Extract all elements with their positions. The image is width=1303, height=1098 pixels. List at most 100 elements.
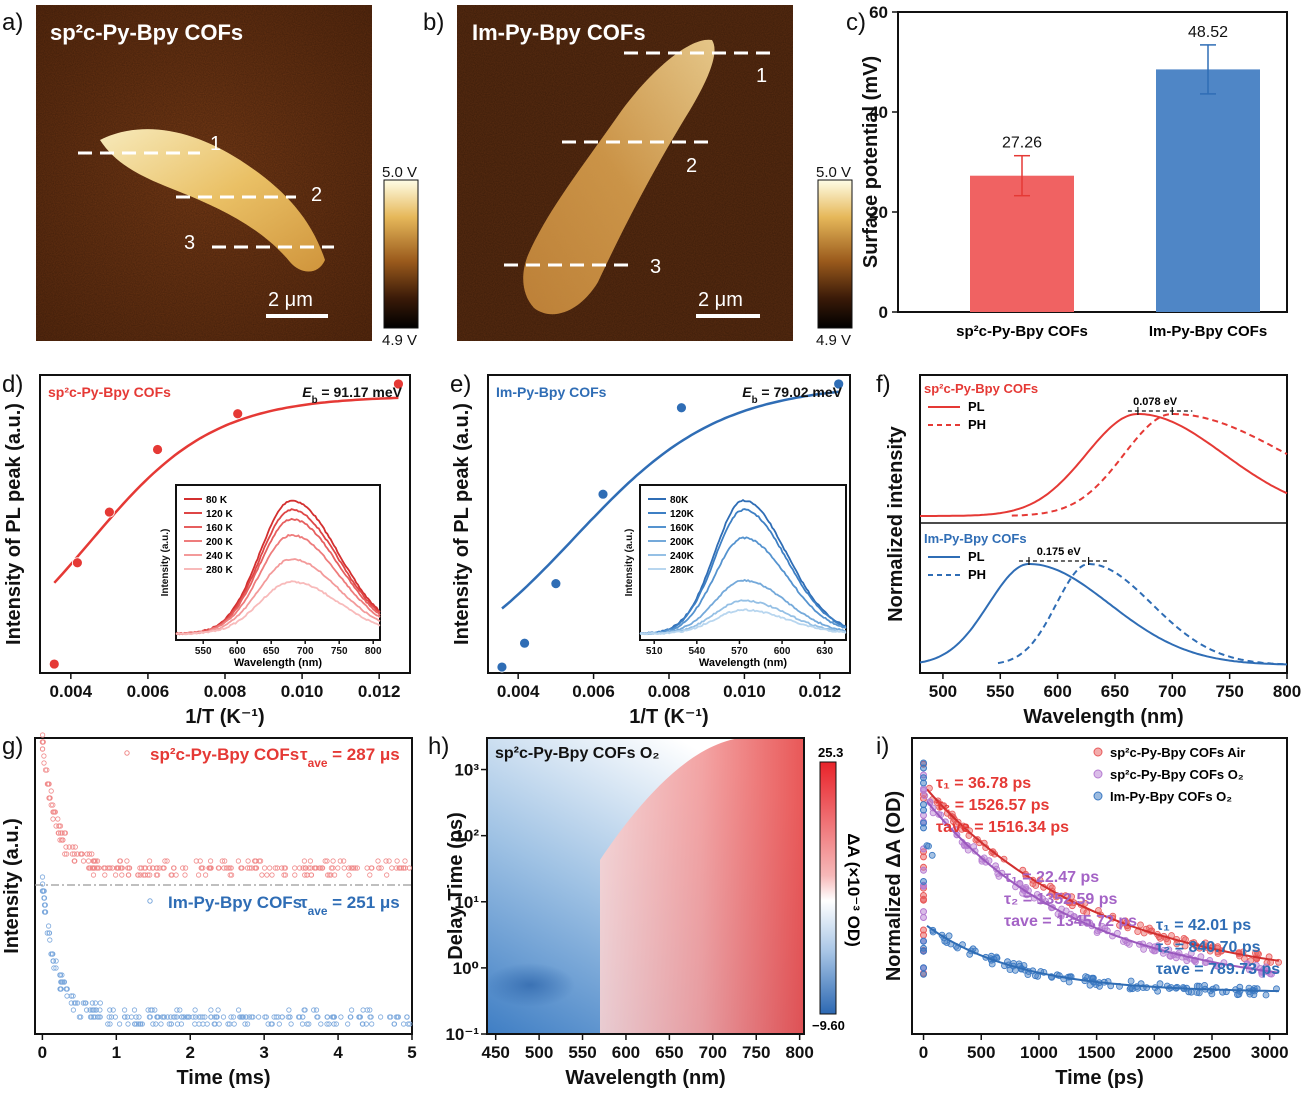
bar-category-1: Im-Py-Bpy COFs [1149, 323, 1267, 340]
g-bottom-series-pt-184 [42, 909, 49, 915]
h-colorbar-min: −9.60 [812, 1018, 845, 1033]
g-top-series-pt-195 [319, 865, 325, 871]
i-series-2-pt-89 [928, 851, 936, 859]
g-top-series-pt-172 [71, 851, 78, 857]
g-top-series-pt-145 [47, 795, 53, 801]
g-top-series-pt-102 [330, 858, 336, 864]
e-inset-legend-2: 160K [670, 523, 695, 534]
d-x-ticklabel-0: 0.004 [50, 682, 93, 701]
g-top-series-pt-160 [348, 865, 354, 871]
f-bottom-legend-ph: PH [968, 567, 986, 582]
f-x-ticklabel-4: 700 [1158, 682, 1186, 701]
chart-layer: 27.26 sp²c-Py-Bpy COFs 48.52 Im-Py-Bpy COFs… [1, 3, 1301, 1089]
g-top-series-pt-218 [62, 851, 68, 857]
g-x-ticklabel-5: 5 [407, 1043, 416, 1062]
i-series-2-pt-110 [1250, 991, 1258, 999]
g-top-series-pt-104 [53, 823, 59, 829]
g-top-series-pt-151 [182, 872, 188, 878]
g-bottom-series-pt-228 [122, 1007, 128, 1013]
g-bottom-series-pt-135 [231, 1021, 237, 1027]
d-x-ticklabel-3: 0.010 [281, 682, 324, 701]
g-bottom-series-pt-83 [57, 986, 63, 992]
g-bottom-series-pt-153 [220, 1014, 227, 1020]
g-top-series-pt-181 [78, 851, 84, 857]
g-bottom-series-pt-220 [357, 1014, 363, 1020]
g-bottom-series-pt-249 [213, 1014, 219, 1020]
bar-value-label-1: 48.52 [1188, 24, 1228, 41]
panel-label-h: h) [428, 733, 449, 760]
i-series-1-pt-25 [1140, 945, 1147, 953]
g-top-series-pt-193 [301, 858, 307, 864]
colorbar-a: 5.0 V 4.9 V [382, 164, 419, 349]
g-top-series-pt-256 [401, 865, 407, 871]
i-legend-marker-0 [1093, 747, 1103, 757]
g-top-series-pt-215 [70, 844, 76, 850]
e-inset-legend-1: 120K [670, 509, 695, 520]
g-bottom-series-pt-132 [74, 1000, 81, 1006]
g-bottom-series-pt-156 [172, 1014, 178, 1020]
g-top-series-pt-9 [354, 865, 360, 871]
d-inset-x-ticklabel-2: 650 [263, 646, 280, 657]
e-ylabel: Intensity of PL peak (a.u.) [451, 403, 473, 645]
g-top-series-pt-106 [72, 844, 78, 850]
g-top-series-pt-159 [138, 865, 145, 871]
g-top-series-pt-123 [50, 802, 56, 808]
g-bottom-series-pt-206 [57, 972, 63, 978]
g-top-series-pt-244 [119, 865, 125, 871]
g-bottom-series-pt-142 [42, 902, 48, 908]
g-top-series-pt-90 [324, 858, 330, 864]
g-x-ticklabel-2: 2 [186, 1043, 195, 1062]
g-top-series-pt-143 [42, 767, 49, 773]
g-top-series-pt-131 [41, 753, 47, 759]
g-bottom-series-pt-31 [306, 1021, 312, 1027]
i-series-2-pt-72 [1262, 991, 1270, 999]
g-top-series-pt-105 [397, 865, 403, 871]
g-top-series [39, 732, 412, 878]
d-inset-legend-0: 80 K [206, 495, 228, 506]
e-inset-legend-0: 80K [670, 495, 689, 506]
g-top-series-pt-122 [180, 865, 186, 871]
bar-value-label-0: 27.26 [1002, 135, 1042, 152]
e-series-name: Im-Py-Bpy COFs [496, 384, 607, 400]
panel-label-i: i) [876, 733, 889, 760]
g-bottom-series-pt-224 [330, 1014, 336, 1020]
g-top-series-pt-242 [96, 865, 102, 871]
g-top-series-pt-225 [317, 865, 323, 871]
g-top-series-pt-209 [279, 865, 285, 871]
e-x-ticklabel-4: 0.012 [799, 682, 842, 701]
g-top-series-pt-254 [145, 872, 151, 878]
i-series-1-pt-88 [1098, 923, 1106, 930]
g-top-series-pt-83 [57, 830, 64, 836]
g-top-series-pt-156 [102, 872, 108, 878]
d-series-name: sp²c-Py-Bpy COFs [48, 384, 171, 400]
f-top-ph [1011, 413, 1288, 517]
g-top-series-pt-125 [247, 865, 253, 871]
g-top-series-pt-139 [307, 858, 313, 864]
g-bottom-series-pt-174 [367, 1007, 373, 1013]
g-bottom-series-pt-183 [97, 1007, 103, 1013]
svg-text:5.0 V: 5.0 V [382, 164, 417, 181]
g-top-series-pt-207 [402, 858, 408, 864]
g-bottom-series-pt-242 [404, 1014, 410, 1020]
g-top-series-pt-165 [328, 872, 334, 878]
g-top-series-pt-205 [282, 872, 289, 878]
kpfm-image-b: Im-Py-Bpy COFs 1 2 3 2 μm [457, 5, 793, 341]
h-xlabel: Wavelength (nm) [565, 1067, 725, 1089]
d-inset-curve-5 [175, 580, 381, 636]
g-top-series-pt-234 [267, 865, 273, 871]
colorbar-b: 5.0 V 4.9 V [816, 164, 853, 349]
g-bottom-series-pt-199 [124, 1014, 131, 1020]
g-bottom-series-pt-194 [255, 1014, 262, 1020]
g-bottom-series-pt-246 [276, 1021, 282, 1027]
d-inset-x-ticklabel-5: 800 [365, 646, 382, 657]
g-bottom-series-pt-119 [190, 1014, 196, 1020]
g-top-series-pt-6 [296, 865, 303, 871]
g-bottom-series-pt-180 [296, 1014, 303, 1020]
f-x-ticklabel-6: 800 [1273, 682, 1301, 701]
g-bottom-series-pt-100 [174, 1014, 180, 1020]
g-bottom-series-pt-128 [45, 923, 52, 929]
i-series-1-pt-95 [1252, 961, 1260, 969]
d-xlabel: 1/T (K⁻¹) [185, 706, 264, 728]
g-bottom-series-pt-115 [50, 958, 56, 964]
